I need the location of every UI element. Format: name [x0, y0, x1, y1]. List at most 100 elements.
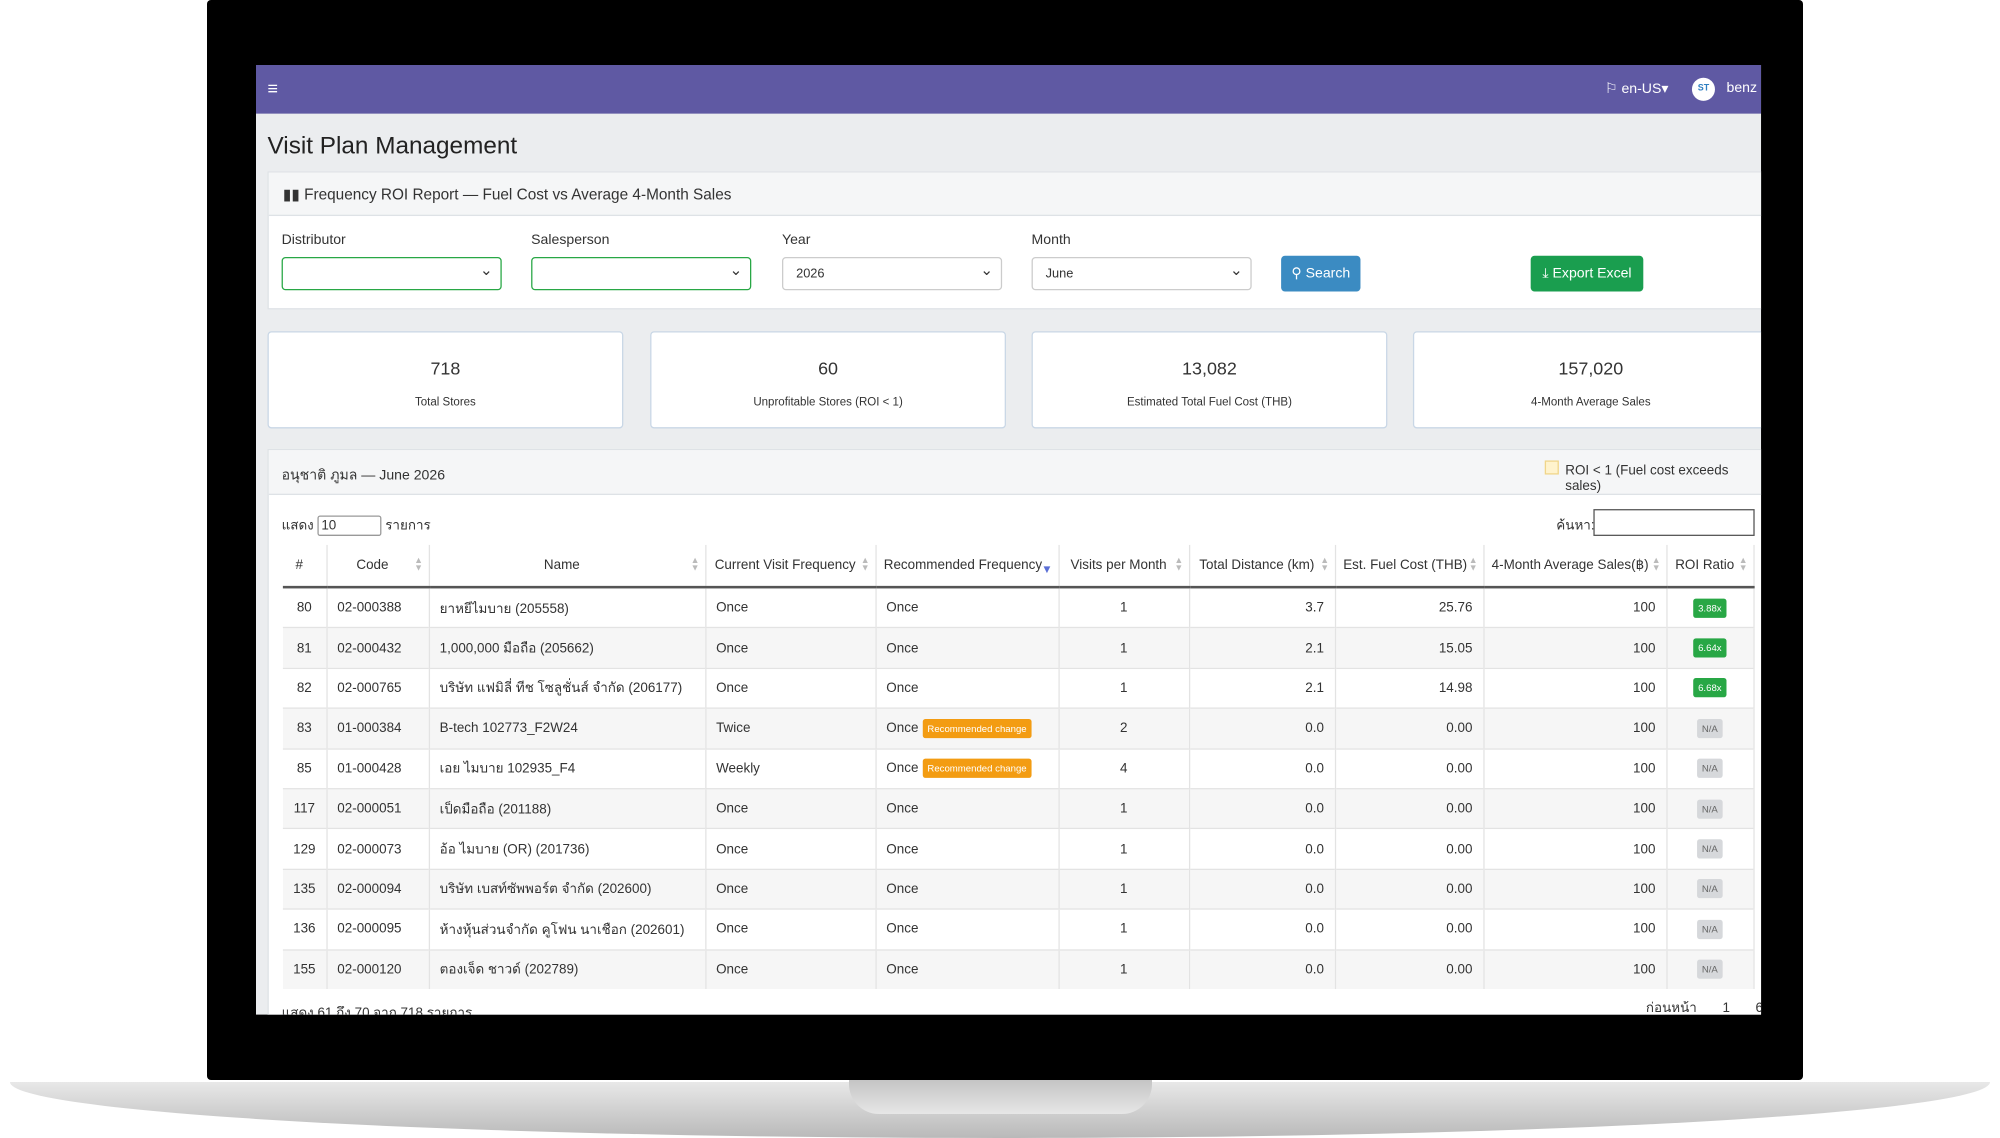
roi-badge: N/A	[1696, 879, 1723, 899]
table-row: 81 02-000432 1,000,000 มือถือ (205662) Once…	[282, 627, 1755, 669]
cell-text: 0.00	[1446, 881, 1473, 897]
show-suffix: รายการ	[385, 518, 431, 534]
table-cell: 3.88x	[1666, 586, 1755, 628]
cell-text: Once	[886, 841, 919, 857]
cell-text: Once	[886, 760, 919, 776]
column-title: Recommended Frequency	[883, 557, 1043, 574]
column-header[interactable]: Code ▲ ▼	[326, 544, 430, 589]
table-cell: 136	[282, 908, 328, 950]
table-cell: 0.00	[1334, 828, 1484, 870]
navbar: ≡ ⚐ en-US▾ ST benz	[256, 65, 1762, 114]
page-title: Visit Plan Management	[267, 132, 518, 160]
page-link[interactable]: ก่อนหน้า	[1645, 1000, 1697, 1015]
table-cell: 15.05	[1334, 627, 1484, 669]
cell-text: 100	[1633, 760, 1656, 777]
page-size-select[interactable]: 10	[317, 515, 382, 536]
page-link[interactable]: 1	[1722, 1000, 1730, 1015]
cell-text: 0.0	[1305, 760, 1324, 777]
export-text: Export Excel	[1552, 265, 1632, 282]
column-header[interactable]: Total Distance (km) ▲ ▼	[1188, 544, 1336, 589]
table-cell: Once	[875, 667, 1060, 709]
page-link[interactable]: 6	[1743, 1001, 1762, 1015]
cell-text: 1	[1119, 961, 1128, 978]
search-input[interactable]	[1593, 509, 1755, 536]
table-row: 85 01-000428 เอย ไมบาย 102935_F4 Weekly Once…	[282, 747, 1755, 789]
column-header[interactable]: Est. Fuel Cost (THB) ▲ ▼	[1334, 544, 1484, 589]
table-row: 80 02-000388 ยาหยีไมบาย (205558) Once Once 1 3…	[282, 586, 1755, 628]
cell-text: 0.0	[1305, 961, 1324, 978]
sort-icon: ▲ ▼	[690, 556, 700, 574]
column-header[interactable]: Recommended Frequency ▲ ▼	[875, 544, 1060, 589]
laptop-notch	[849, 1080, 1152, 1114]
column-header[interactable]: 4-Month Average Sales(฿) ▲ ▼	[1483, 544, 1667, 589]
column-header[interactable]: Name ▲ ▼	[428, 544, 706, 589]
table-cell: 6.64x	[1666, 627, 1755, 669]
table-cell: 85	[282, 747, 328, 789]
sort-icon: ▲ ▼	[1468, 556, 1478, 574]
cell-text: 0.00	[1446, 921, 1473, 937]
card-header	[268, 450, 1762, 496]
cell-text: 4	[1119, 760, 1128, 777]
table-cell: 0.0	[1188, 747, 1336, 789]
user-name[interactable]: benz	[1726, 80, 1758, 96]
cell-text: ยาหยีไมบาย (205558)	[439, 600, 569, 617]
table-cell: 2.1	[1188, 627, 1336, 669]
column-header[interactable]: ROI Ratio ▲ ▼	[1666, 544, 1755, 589]
cell-text: 14.98	[1438, 680, 1473, 696]
roi-badge: N/A	[1696, 839, 1723, 859]
column-header[interactable]: Current Visit Frequency ▲ ▼	[705, 544, 877, 589]
cell-text: Once	[716, 921, 749, 937]
change-badge: Recommended change	[922, 758, 1032, 779]
table-cell: Once	[875, 788, 1060, 829]
stat-label: Total Stores	[414, 395, 476, 408]
filter-label: Month	[1031, 232, 1071, 249]
cell-text: Twice	[716, 720, 751, 737]
month-select[interactable]: June	[1031, 253, 1252, 291]
header-row: # Code ▲ ▼ Name ▲ ▼ Current Visit Frequency ▲ ▼ Re…	[282, 544, 1755, 589]
table-cell: Once	[875, 908, 1060, 950]
avatar[interactable]: ST	[1691, 77, 1715, 101]
table-cell: 0.0	[1188, 828, 1336, 870]
filter-card: ▮▮ Frequency ROI Report — Fuel Cost vs A…	[267, 171, 1762, 310]
table-cell: 0.00	[1334, 747, 1484, 789]
cell-text: 2	[1119, 720, 1128, 737]
table-cell: บริษัท เบสท์ซัพพอร์ต จำกัด (202600)	[428, 868, 706, 910]
cell-text: 02-000095	[337, 921, 402, 937]
report-title: ▮▮ Frequency ROI Report — Fuel Cost vs A…	[282, 185, 732, 204]
sort-icon: ▲ ▼	[1738, 556, 1748, 574]
distributor-select[interactable]	[281, 253, 502, 291]
table-cell: N/A	[1666, 948, 1755, 989]
column-title: #	[295, 557, 303, 574]
search-button[interactable]: ⚲ Search	[1281, 255, 1361, 292]
cell-text: 155	[293, 961, 316, 978]
stat-card: 157,020 4-Month Average Sales	[1412, 331, 1762, 429]
table-info: แสดง 61 ถึง 70 จาก 718 รายการ	[281, 1005, 473, 1015]
salesperson-select[interactable]	[531, 253, 752, 291]
cell-text: 0.00	[1446, 801, 1473, 817]
stat-label: 4-Month Average Sales	[1531, 395, 1651, 408]
column-header[interactable]: Visits per Month ▲ ▼	[1058, 544, 1190, 589]
table-cell: 1	[1058, 908, 1190, 950]
column-header[interactable]: #	[282, 544, 328, 589]
year-select[interactable]: 2026	[781, 253, 1003, 291]
column-title: Visits per Month	[1070, 557, 1167, 574]
cell-text: 0.00	[1446, 720, 1473, 737]
export-button[interactable]: ⤓ Export Excel	[1530, 255, 1644, 292]
cell-text: 100	[1633, 640, 1656, 656]
stat-value: 157,020	[1558, 358, 1624, 379]
column-title: Name	[543, 557, 580, 574]
stat-card: 718 Total Stores	[267, 331, 624, 429]
language-menu[interactable]: ⚐ en-US▾	[1604, 81, 1669, 97]
table-cell: 117	[282, 788, 328, 829]
table-cell: 02-000388	[326, 586, 430, 628]
table-cell: 81	[282, 627, 328, 669]
menu-toggle[interactable]: ≡	[267, 77, 278, 99]
cell-text: B-tech 102773_F2W24	[439, 720, 578, 737]
cell-text: 100	[1633, 600, 1656, 616]
filter-label: Year	[781, 232, 811, 249]
table-cell: 100	[1483, 868, 1667, 910]
cell-text: ห้างหุ้นส่วนจำกัด คูโฟน นาเชือก (202601)	[439, 922, 685, 938]
show-prefix: แสดง	[281, 518, 314, 534]
column-title: Code	[356, 557, 389, 574]
cell-text: 100	[1633, 801, 1656, 817]
